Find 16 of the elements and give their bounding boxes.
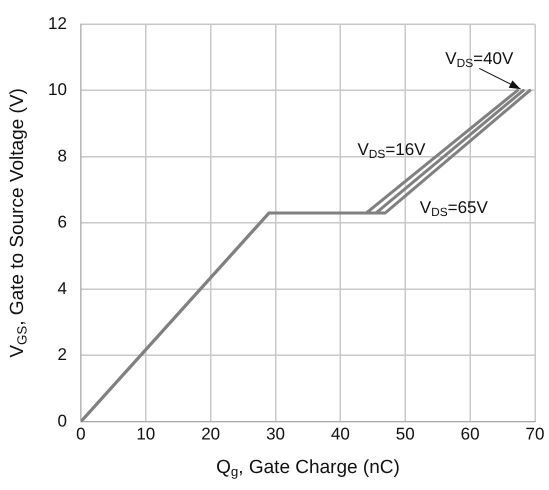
y-tick-label: 4 — [57, 278, 67, 298]
y-axis-title: VGS, Gate to Source Voltage (V) — [7, 88, 30, 358]
y-tick-label: 10 — [48, 80, 67, 100]
x-tick-label: 60 — [460, 424, 480, 444]
x-tick-label: 30 — [266, 424, 285, 444]
x-tick-label: 50 — [396, 424, 415, 444]
y-tick-label: 0 — [57, 411, 67, 430]
x-tick-label: 0 — [76, 424, 86, 444]
y-tick-label: 8 — [57, 146, 67, 166]
x-tick-label: 20 — [201, 424, 220, 444]
x-tick-label: 40 — [330, 424, 350, 444]
x-tick-label: 70 — [526, 424, 544, 444]
y-tick-label: 2 — [57, 345, 67, 364]
x-tick-label: 10 — [136, 424, 156, 444]
y-tick-label: 6 — [57, 212, 67, 232]
y-tick-label: 12 — [48, 14, 67, 33]
